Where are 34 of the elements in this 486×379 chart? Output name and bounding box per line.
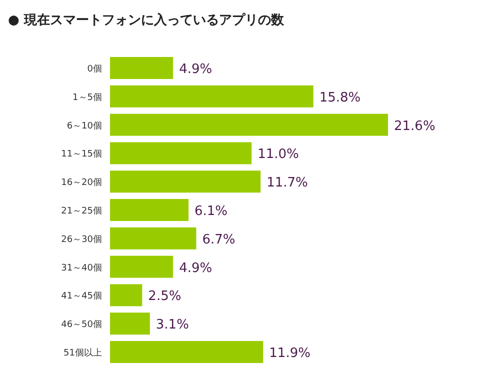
- y-tick-label: 1～5個: [72, 92, 102, 103]
- y-tick-label: 41～45個: [61, 290, 102, 302]
- bar: [110, 341, 264, 363]
- y-tick-label: 21～25個: [61, 206, 102, 216]
- data-label: 3.1%: [156, 318, 189, 333]
- data-label: 21.6%: [394, 118, 436, 134]
- bar: [110, 170, 261, 193]
- data-label: 6.7%: [202, 232, 236, 248]
- bar: [110, 312, 150, 335]
- bar: [110, 142, 252, 164]
- data-label: 15.8%: [319, 90, 361, 106]
- bar: [110, 199, 189, 221]
- y-tick-label: 26～30個: [61, 234, 102, 245]
- bar: [110, 57, 174, 79]
- chart-title: ● 現在スマートフォンに入っているアプリの数: [8, 12, 285, 28]
- bar: [110, 114, 388, 136]
- y-tick-label: 31～40個: [61, 262, 102, 274]
- y-tick-label: 11～15個: [61, 148, 102, 160]
- y-tick-label: 51個以上: [64, 348, 102, 358]
- data-label: 6.1%: [194, 204, 228, 219]
- bar: [110, 85, 314, 108]
- bar: [110, 256, 174, 278]
- y-tick-label: 16～20個: [61, 177, 102, 188]
- y-tick-label: 0個: [87, 64, 102, 74]
- bar: [110, 227, 196, 250]
- data-label: 11.0%: [258, 147, 299, 162]
- data-label: 4.9%: [179, 62, 212, 77]
- data-label: 2.5%: [148, 289, 182, 304]
- y-tick-label: 6～10個: [66, 120, 102, 132]
- data-label: 11.7%: [266, 176, 308, 191]
- y-tick-label: 46～50個: [61, 319, 102, 330]
- data-label: 4.9%: [179, 260, 212, 276]
- data-label: 11.9%: [269, 346, 310, 361]
- bar: [110, 284, 142, 306]
